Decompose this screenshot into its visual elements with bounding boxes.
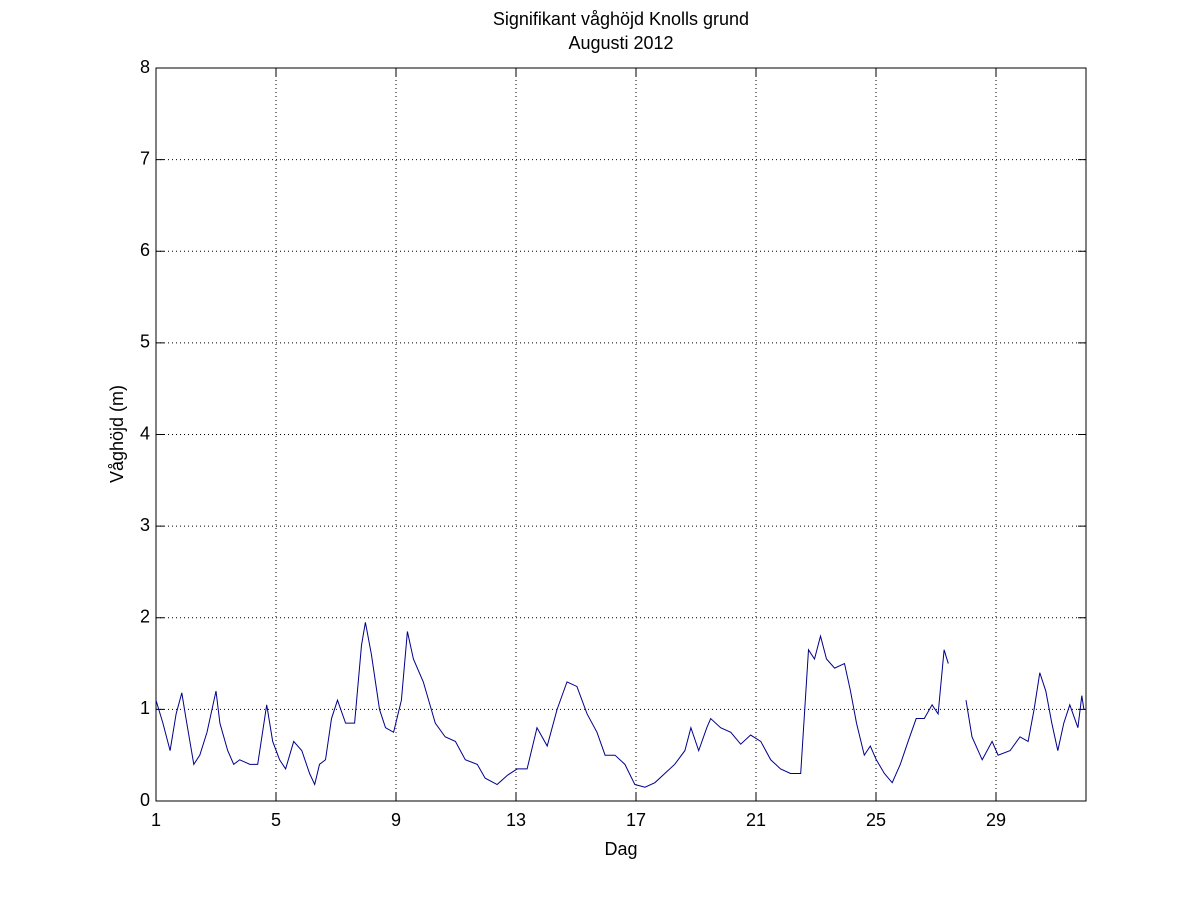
y-tick-label: 0 bbox=[140, 790, 150, 810]
chart-title: Signifikant våghöjd Knolls grund bbox=[493, 9, 749, 29]
x-tick-label: 5 bbox=[271, 810, 281, 830]
x-tick-label: 17 bbox=[626, 810, 646, 830]
x-tick-label: 29 bbox=[986, 810, 1006, 830]
y-tick-label: 8 bbox=[140, 57, 150, 77]
chart-subtitle: Augusti 2012 bbox=[568, 33, 673, 53]
plot-frame bbox=[155, 67, 1087, 802]
y-tick-label: 5 bbox=[140, 332, 150, 352]
y-tick-label: 6 bbox=[140, 240, 150, 260]
x-tick-label: 25 bbox=[866, 810, 886, 830]
y-axis-label: Våghöjd (m) bbox=[107, 385, 127, 483]
y-tick-label: 1 bbox=[140, 698, 150, 718]
x-tick-label: 21 bbox=[746, 810, 766, 830]
data-line bbox=[155, 622, 1085, 788]
y-tick-label: 7 bbox=[140, 148, 150, 168]
y-tick-label: 3 bbox=[140, 515, 150, 535]
x-tick-label: 1 bbox=[151, 810, 161, 830]
y-tick-label: 2 bbox=[140, 607, 150, 627]
x-tick-label: 9 bbox=[391, 810, 401, 830]
x-axis-label: Dag bbox=[604, 839, 637, 859]
x-tick-label: 13 bbox=[506, 810, 526, 830]
y-tick-label: 4 bbox=[140, 423, 150, 443]
